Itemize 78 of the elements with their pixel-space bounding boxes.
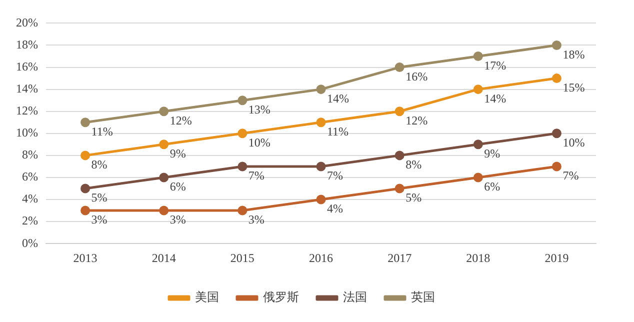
y-tick-label: 18%	[16, 37, 38, 52]
legend-label: 美国	[195, 290, 219, 304]
x-tick-label: 2014	[152, 250, 176, 265]
data-label: 9%	[484, 146, 500, 161]
point	[238, 96, 248, 106]
y-tick-label: 20%	[16, 15, 38, 30]
data-label: 5%	[406, 190, 422, 205]
point	[394, 106, 404, 116]
y-tick-label: 8%	[22, 148, 38, 162]
point	[238, 162, 248, 172]
data-label: 14%	[327, 91, 349, 106]
point	[552, 162, 562, 172]
point	[238, 128, 248, 138]
y-tick-label: 0%	[22, 236, 38, 250]
y-tick-label: 6%	[22, 170, 38, 184]
data-label: 10%	[562, 136, 585, 150]
x-tick-label: 2015	[230, 250, 254, 265]
data-label: 15%	[562, 80, 585, 94]
data-label: 9%	[170, 146, 186, 161]
data-label: 17%	[484, 58, 506, 72]
data-label: 14%	[484, 91, 506, 106]
data-label: 8%	[406, 158, 422, 172]
legend-label: 俄罗斯	[263, 290, 299, 304]
data-label: 6%	[484, 180, 500, 194]
data-label: 7%	[562, 168, 579, 183]
data-label: 3%	[248, 212, 264, 227]
x-tick-label: 2017	[388, 250, 412, 265]
point	[552, 74, 562, 84]
point	[80, 206, 90, 216]
point	[80, 150, 90, 160]
point	[473, 52, 483, 62]
point	[316, 84, 326, 94]
x-tick-label: 2013	[73, 250, 98, 265]
x-tick-label: 2019	[544, 250, 569, 265]
point	[316, 162, 326, 172]
point	[394, 184, 404, 194]
point	[159, 172, 169, 182]
point	[394, 62, 404, 72]
data-label: 6%	[170, 180, 186, 194]
data-label: 8%	[91, 158, 108, 172]
point	[159, 140, 169, 150]
point	[552, 40, 562, 50]
data-label: 3%	[170, 212, 186, 227]
point	[159, 106, 169, 116]
point	[80, 184, 90, 194]
x-tick-label: 2016	[309, 250, 333, 265]
point	[80, 118, 90, 128]
y-tick-label: 12%	[16, 104, 38, 118]
point	[473, 172, 483, 182]
point	[394, 150, 404, 160]
data-label: 3%	[91, 212, 108, 227]
data-label: 10%	[248, 136, 270, 150]
data-label: 11%	[91, 124, 113, 139]
point	[316, 194, 326, 204]
y-tick-label: 16%	[16, 59, 38, 74]
point	[238, 206, 248, 216]
data-label: 11%	[327, 124, 349, 139]
y-tick-label: 14%	[16, 81, 38, 96]
data-label: 5%	[91, 190, 108, 205]
y-tick-label: 10%	[16, 126, 38, 140]
data-label: 7%	[327, 168, 343, 183]
data-label: 13%	[248, 102, 270, 116]
data-label: 7%	[248, 168, 264, 183]
data-label: 16%	[406, 69, 428, 84]
point	[473, 140, 483, 150]
data-label: 12%	[170, 114, 192, 128]
point	[473, 84, 483, 94]
point	[316, 118, 326, 128]
point	[552, 128, 562, 138]
x-tick-label: 2018	[466, 250, 490, 265]
data-label: 4%	[327, 202, 343, 216]
legend-label: 法国	[343, 290, 367, 304]
y-tick-label: 4%	[22, 192, 38, 206]
point	[159, 206, 169, 216]
data-label: 12%	[406, 114, 428, 128]
legend-label: 英国	[411, 290, 435, 304]
y-tick-label: 2%	[22, 214, 38, 228]
data-label: 18%	[562, 47, 585, 62]
